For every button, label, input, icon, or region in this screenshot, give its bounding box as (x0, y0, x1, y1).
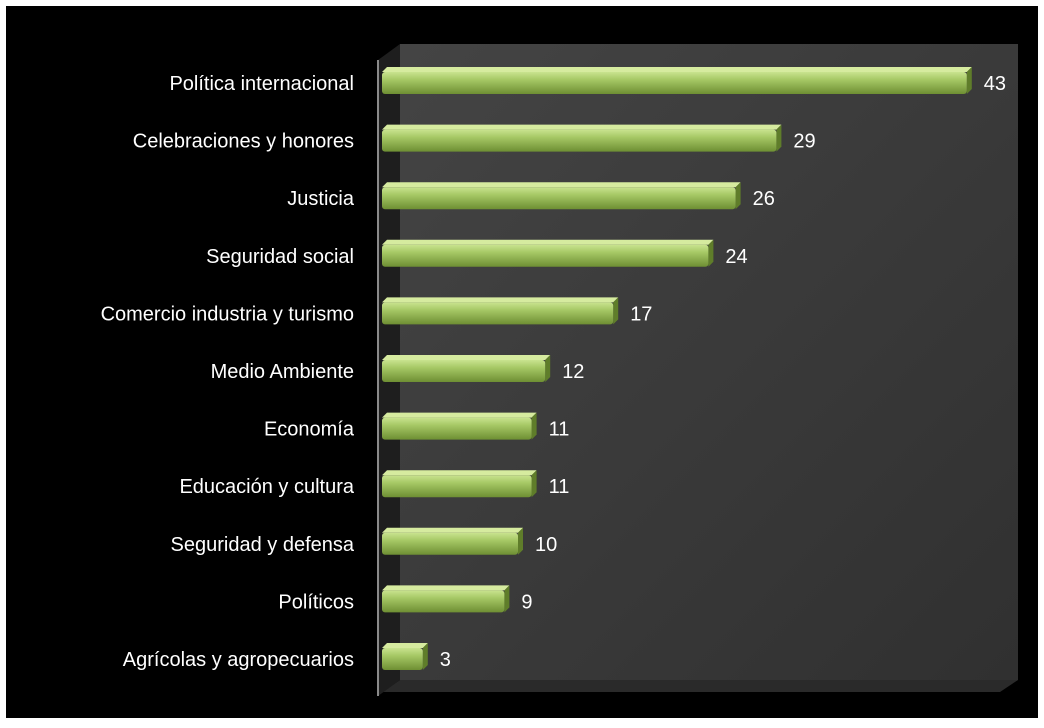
bar-top-face (382, 527, 523, 533)
bar-side-face (422, 643, 428, 670)
bar-side-face (708, 239, 714, 267)
bar-front-face (382, 590, 505, 613)
bar (382, 124, 782, 152)
bar-side-face (966, 67, 972, 94)
bar (382, 470, 537, 498)
bar-side-face (545, 355, 551, 382)
value-label: 26 (753, 188, 775, 210)
value-labels: 43 29 26 24 17 12 11 11 10 9 3 (440, 73, 1006, 671)
category-label: Economía (264, 419, 355, 441)
category-label: Justicia (287, 188, 355, 210)
bar-front-face (382, 532, 518, 555)
bar-top-face (382, 67, 972, 72)
bar-side-face (735, 182, 741, 210)
value-label: 29 (793, 131, 815, 153)
category-label: Comercio industria y turismo (101, 303, 354, 325)
category-label: Educación y cultura (179, 476, 354, 498)
bar-front-face (382, 417, 532, 440)
bar-chart: Política internacional Celebraciones y ho… (101, 44, 1018, 696)
plot-floor (382, 680, 1018, 692)
bar (382, 527, 523, 555)
bar-front-face (382, 187, 736, 210)
bar (382, 297, 619, 325)
category-label: Política internacional (169, 73, 354, 95)
value-label: 11 (549, 419, 570, 441)
category-label: Agrícolas y agropecuarios (123, 649, 354, 671)
chart-frame: Política internacional Celebraciones y ho… (6, 6, 1038, 718)
bar (382, 182, 741, 210)
category-label: Medio Ambiente (211, 361, 354, 383)
value-label: 9 (521, 591, 532, 613)
bar-top-face (382, 182, 741, 188)
category-label: Seguridad social (206, 246, 354, 268)
bar-side-face (531, 412, 537, 440)
value-label: 17 (630, 303, 652, 325)
bar-top-face (382, 239, 714, 245)
bar-top-face (382, 297, 619, 303)
category-label: Políticos (278, 591, 354, 613)
category-label: Seguridad y defensa (171, 534, 355, 556)
bar (382, 67, 972, 94)
bar-side-face (613, 297, 619, 325)
bar-side-face (504, 585, 510, 613)
bar-top-face (382, 355, 551, 360)
value-label: 10 (535, 534, 557, 556)
value-label: 3 (440, 649, 451, 671)
bar-top-face (382, 643, 428, 648)
bars (382, 67, 972, 670)
bar-front-face (382, 475, 532, 498)
bar-front-face (382, 72, 967, 94)
value-label: 24 (725, 246, 747, 268)
bar-top-face (382, 412, 537, 418)
bar-side-face (776, 124, 782, 152)
bar (382, 585, 510, 613)
bar (382, 643, 428, 670)
bar (382, 412, 537, 440)
bar-front-face (382, 244, 709, 267)
bar-side-face (518, 527, 523, 555)
bar-top-face (382, 585, 510, 591)
bar-front-face (382, 360, 546, 382)
value-label: 11 (549, 476, 570, 498)
value-label: 12 (562, 361, 584, 383)
bar-front-face (382, 302, 614, 325)
value-label: 43 (984, 73, 1006, 95)
bar (382, 355, 551, 382)
bar-side-face (531, 470, 537, 498)
bar (382, 239, 714, 267)
bar-top-face (382, 124, 782, 130)
bar-top-face (382, 470, 537, 476)
bar-front-face (382, 129, 777, 152)
bar-front-face (382, 648, 423, 670)
category-labels: Política internacional Celebraciones y ho… (101, 73, 355, 671)
category-label: Celebraciones y honores (133, 131, 354, 153)
